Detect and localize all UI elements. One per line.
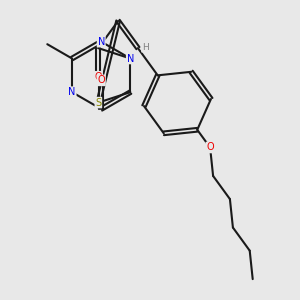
Text: O: O	[94, 72, 102, 82]
Text: N: N	[68, 87, 76, 97]
Text: N: N	[98, 37, 105, 47]
Text: N: N	[127, 53, 134, 64]
Text: O: O	[98, 75, 105, 85]
Text: O: O	[206, 142, 214, 152]
Text: S: S	[95, 98, 101, 108]
Text: H: H	[142, 43, 148, 52]
